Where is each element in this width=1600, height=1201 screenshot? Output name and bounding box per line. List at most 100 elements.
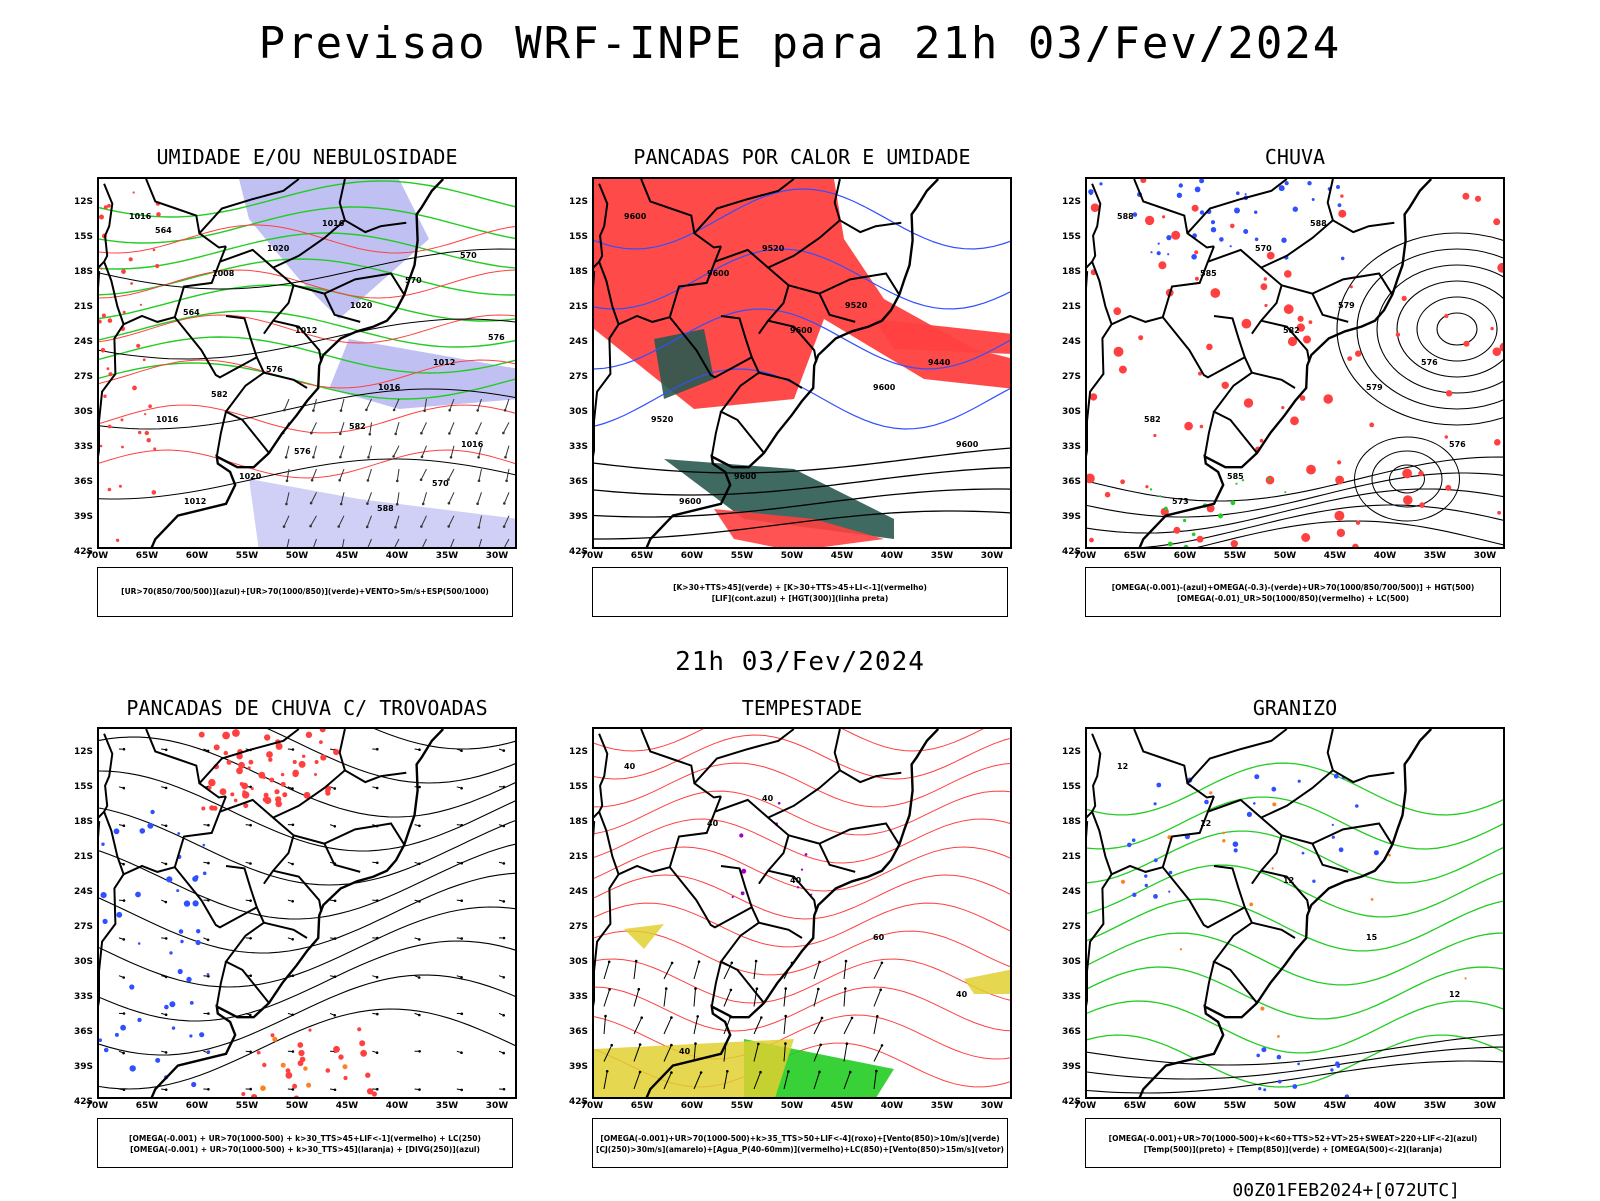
run-footer: 00Z01FEB2024+[072UTC] (1232, 1180, 1460, 1201)
contour-label: 585 (1227, 472, 1244, 481)
lon-tick-label: 65W (132, 1101, 162, 1111)
lat-tick-label: 24S (63, 887, 93, 897)
lon-tick-label: 50W (777, 551, 807, 561)
lat-tick-label: 30S (1051, 407, 1081, 417)
panel-legend: [K>30+TTS>45](verde) + [K>30+TTS>45+LI<-… (592, 567, 1008, 617)
lon-tick-label: 55W (1220, 1101, 1250, 1111)
contour-label: 576 (1449, 440, 1466, 449)
legend-line: [Temp(500)](preto) + [Temp(850)](verde) … (1086, 1144, 1500, 1155)
lat-tick-label: 30S (63, 957, 93, 967)
lat-tick-label: 24S (558, 887, 588, 897)
contour-label: 564 (183, 308, 200, 317)
lon-tick-label: 50W (1270, 1101, 1300, 1111)
contour-label: 1016 (156, 415, 179, 424)
lat-tick-label: 27S (558, 372, 588, 382)
lat-tick-label: 39S (63, 1062, 93, 1072)
lon-tick-label: 60W (677, 551, 707, 561)
lat-tick-label: 15S (558, 232, 588, 242)
contour-label: 9600 (679, 497, 702, 506)
lat-tick-label: 36S (1051, 1027, 1081, 1037)
lon-tick-label: 70W (577, 551, 607, 561)
contour-label: 1012 (295, 326, 317, 335)
lon-tick-label: 60W (1170, 551, 1200, 561)
lat-tick-label: 18S (1051, 817, 1081, 827)
legend-line: [OMEGA(-0.001) + UR>70(1000-500) + k>30_… (98, 1133, 512, 1144)
panel-legend: [OMEGA(-0.001)-(azul)+OMEGA(-0.3)-(verde… (1085, 567, 1501, 617)
lon-tick-label: 55W (1220, 551, 1250, 561)
lon-tick-label: 70W (1070, 551, 1100, 561)
lon-tick-label: 65W (1120, 551, 1150, 561)
lat-tick-label: 24S (558, 337, 588, 347)
lat-tick-label: 21S (63, 302, 93, 312)
main-title: Previsao WRF-INPE para 21h 03/Fev/2024 (0, 18, 1600, 69)
lat-tick-label: 21S (63, 852, 93, 862)
lon-tick-label: 35W (1420, 1101, 1450, 1111)
contour-label: 588 (1310, 219, 1327, 228)
contour-label: 40 (679, 1047, 691, 1056)
legend-line: [K>30+TTS>45](verde) + [K>30+TTS>45+LI<-… (593, 582, 1007, 593)
panel-legend: [OMEGA(-0.001) + UR>70(1000-500) + k>30_… (97, 1118, 513, 1168)
lat-tick-label: 39S (1051, 512, 1081, 522)
contour-label: 1016 (129, 212, 152, 221)
lon-tick-label: 70W (82, 551, 112, 561)
lon-tick-label: 70W (82, 1101, 112, 1111)
lat-tick-label: 30S (558, 957, 588, 967)
lon-tick-label: 35W (927, 551, 957, 561)
lat-tick-label: 18S (63, 267, 93, 277)
panel-title: GRANIZO (1085, 696, 1505, 720)
legend-line: [OMEGA(-0.01)_UR>50(1000/850)(vermelho) … (1086, 593, 1500, 604)
lon-tick-label: 45W (827, 551, 857, 561)
lon-tick-label: 35W (432, 551, 462, 561)
lon-tick-label: 65W (1120, 1101, 1150, 1111)
lat-tick-label: 18S (558, 817, 588, 827)
legend-line: [OMEGA(-0.001)+UR>70(1000-500)+k>35_TTS>… (593, 1133, 1007, 1144)
contour-label: 40 (624, 762, 636, 771)
lat-tick-label: 18S (63, 817, 93, 827)
contour-label: 9600 (873, 383, 896, 392)
lon-tick-label: 30W (482, 551, 512, 561)
lat-tick-label: 27S (1051, 372, 1081, 382)
lon-tick-label: 55W (232, 551, 262, 561)
contour-label: 576 (266, 365, 283, 374)
lon-tick-label: 60W (1170, 1101, 1200, 1111)
contour-label: 576 (488, 333, 505, 342)
map-panel (97, 727, 517, 1099)
contour-label: 576 (294, 447, 311, 456)
lon-tick-label: 55W (727, 1101, 757, 1111)
panel-title: TEMPESTADE (592, 696, 1012, 720)
lat-tick-label: 18S (558, 267, 588, 277)
lat-tick-label: 21S (558, 852, 588, 862)
contour-label: 9600 (707, 269, 730, 278)
panel-title: UMIDADE E/OU NEBULOSIDADE (97, 145, 517, 169)
contour-label: 12 (1200, 819, 1211, 828)
contour-label: 570 (432, 479, 449, 488)
contour-label: 588 (1117, 212, 1134, 221)
lon-tick-label: 50W (1270, 551, 1300, 561)
contour-label: 60 (873, 933, 885, 942)
lon-tick-label: 60W (182, 1101, 212, 1111)
map-plot: 9600960096009600960096009520952094409520… (594, 179, 1012, 549)
lon-tick-label: 65W (132, 551, 162, 561)
contour-label: 585 (1200, 269, 1217, 278)
lat-tick-label: 18S (1051, 267, 1081, 277)
contour-label: 1012 (433, 358, 455, 367)
contour-label: 579 (1338, 301, 1355, 310)
lon-tick-label: 60W (677, 1101, 707, 1111)
contour-label: 1012 (184, 497, 206, 506)
lat-tick-label: 15S (63, 782, 93, 792)
lat-tick-label: 30S (63, 407, 93, 417)
lon-tick-label: 65W (627, 1101, 657, 1111)
contour-label: 12 (1117, 762, 1128, 771)
contour-label: 1020 (239, 472, 262, 481)
lon-tick-label: 30W (1470, 1101, 1500, 1111)
contour-label: 9440 (928, 358, 951, 367)
lat-tick-label: 15S (1051, 782, 1081, 792)
lat-tick-label: 27S (63, 372, 93, 382)
lat-tick-label: 24S (63, 337, 93, 347)
contour-label: 40 (707, 819, 719, 828)
lon-tick-label: 30W (977, 1101, 1007, 1111)
